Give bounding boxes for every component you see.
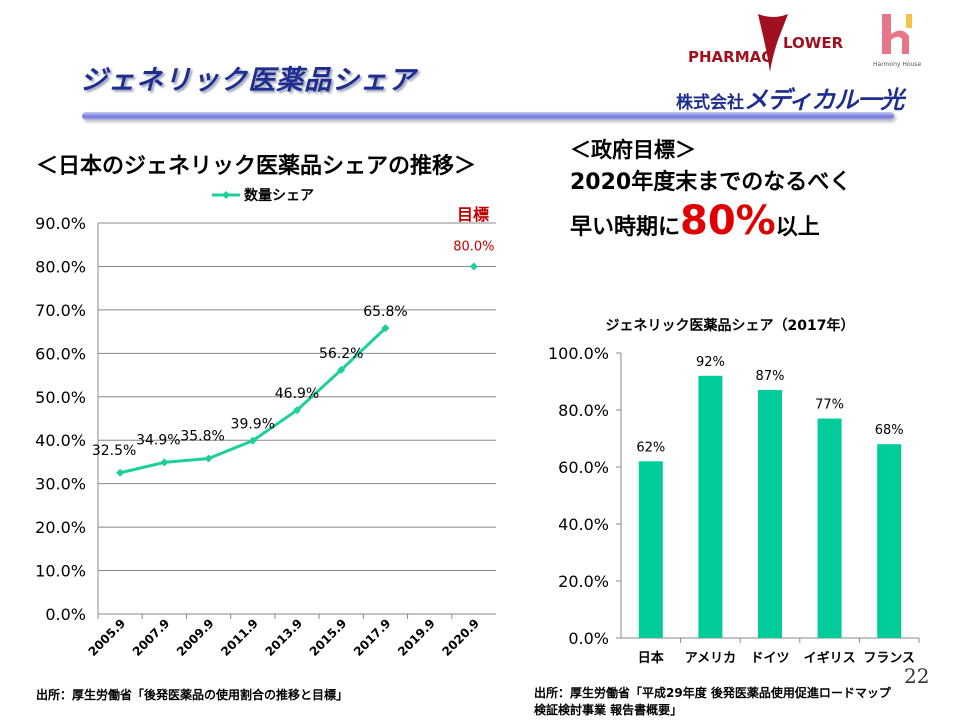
x-tick-label: 2007.9 [130, 616, 173, 659]
page-number: 22 [904, 664, 930, 688]
data-point [381, 324, 390, 333]
left-chart-heading: ＜日本のジェネリック医薬品シェアの推移＞ [36, 154, 477, 179]
pharmacy-flower-logo: PHARMAC LOWER [688, 14, 844, 72]
right-source-line2: 検証検討事業 報告書概要」 [534, 703, 683, 717]
slide-title: ジェネリック医薬品シェア [80, 65, 416, 96]
bar [758, 390, 782, 638]
left-source: 出所：厚生労働省「後発医薬品の使用割合の推移と目標」 [36, 688, 349, 702]
data-label: 65.8% [363, 304, 407, 320]
bar-chart-title: ジェネリック医薬品シェア（2017年） [606, 317, 855, 334]
gov-target-line: 2020年度末までのなるべく [570, 170, 852, 195]
x-category-label: フランス [863, 651, 915, 666]
x-tick-label: 2017.9 [351, 616, 394, 659]
data-label: 39.9% [231, 417, 275, 433]
bar [817, 418, 842, 638]
company-prefix: 株式会社 [676, 93, 744, 113]
harmony-house-logo: Harmony House [873, 14, 921, 68]
y-tick-label: 0.0% [568, 629, 609, 648]
generic-share-line-chart: 0.0% 10.0% 20.0% 30.0% 40.0% 50.0% 60.0% 70.0% 8… [35, 187, 496, 659]
y-tick-label: 60.0% [35, 344, 86, 363]
data-label: 35.8% [180, 428, 224, 444]
bar [877, 444, 902, 638]
bar [638, 461, 663, 638]
y-tick-label: 90.0% [35, 214, 86, 233]
y-tick-label: 80.0% [558, 401, 609, 420]
x-category-label: アメリカ [685, 651, 736, 666]
y-tick-label: 100.0% [548, 344, 609, 363]
data-point [204, 454, 213, 463]
y-tick-label: 0.0% [45, 605, 86, 624]
bar-value-label: 62% [636, 440, 665, 455]
target-annotation: 目標 [457, 205, 489, 224]
bar [698, 375, 723, 638]
data-label: 46.9% [275, 386, 319, 402]
data-point [116, 468, 125, 477]
x-category-label: 日本 [638, 650, 664, 666]
legend-marker [222, 191, 230, 199]
y-tick-label: 70.0% [35, 301, 86, 320]
gov-target-line: 早い時期に80%以上 [570, 198, 820, 244]
bar-value-label: 68% [875, 423, 904, 438]
y-tick-label: 10.0% [35, 562, 86, 581]
svg-text:LOWER: LOWER [783, 34, 844, 52]
data-label: 56.2% [319, 346, 363, 362]
data-point [160, 458, 169, 467]
svg-text:PHARMAC: PHARMAC [688, 48, 772, 66]
x-tick-label: 2020.9 [439, 616, 482, 659]
x-tick-label: 2015.9 [307, 616, 350, 659]
gov-target-heading: ＜政府目標＞ [570, 138, 696, 162]
generic-share-bar-chart: ジェネリック医薬品シェア（2017年） 0.0% 20.0% 40.0% 60.0% 80… [548, 317, 920, 666]
data-point [337, 365, 346, 374]
y-tick-label: 40.0% [558, 515, 609, 534]
x-category-label: ドイツ [750, 651, 789, 666]
data-point [469, 262, 478, 271]
y-tick-label: 60.0% [558, 458, 609, 477]
x-tick-label: 2019.9 [395, 616, 438, 659]
y-tick-label: 20.0% [558, 572, 609, 591]
data-label: 32.5% [92, 443, 136, 459]
gov-target-percent: 80% [680, 198, 776, 244]
data-point [293, 406, 301, 415]
x-tick-label: 2011.9 [218, 616, 261, 659]
company-name-logo: 株式会社メディカル一光 [676, 80, 904, 115]
y-tick-label: 40.0% [35, 431, 86, 450]
bar-value-label: 77% [815, 398, 844, 413]
y-tick-label: 80.0% [35, 257, 86, 276]
data-label: 34.9% [136, 432, 180, 448]
x-category-label: イギリス [804, 650, 856, 666]
bar-value-label: 92% [696, 355, 725, 370]
x-tick-label: 2009.9 [174, 616, 217, 659]
svg-text:Harmony House: Harmony House [873, 61, 921, 68]
gov-target-pre: 早い時期に [570, 215, 681, 240]
company-brand: メディカル一光 [744, 86, 904, 114]
gov-target-post: 以上 [775, 215, 820, 240]
y-tick-label: 30.0% [35, 475, 86, 494]
y-tick-label: 50.0% [35, 388, 86, 407]
legend-label: 数量シェア [244, 187, 314, 204]
data-label: 80.0% [453, 239, 494, 254]
x-tick-label: 2005.9 [86, 616, 129, 659]
y-tick-label: 20.0% [35, 518, 86, 537]
bar-value-label: 87% [756, 369, 785, 384]
data-point [248, 436, 257, 445]
title-underline-bar [82, 112, 894, 120]
right-source-line1: 出所：厚生労働省「平成29年度 後発医薬品使用促進ロードマップ [534, 686, 891, 700]
x-tick-label: 2013.9 [262, 616, 305, 659]
